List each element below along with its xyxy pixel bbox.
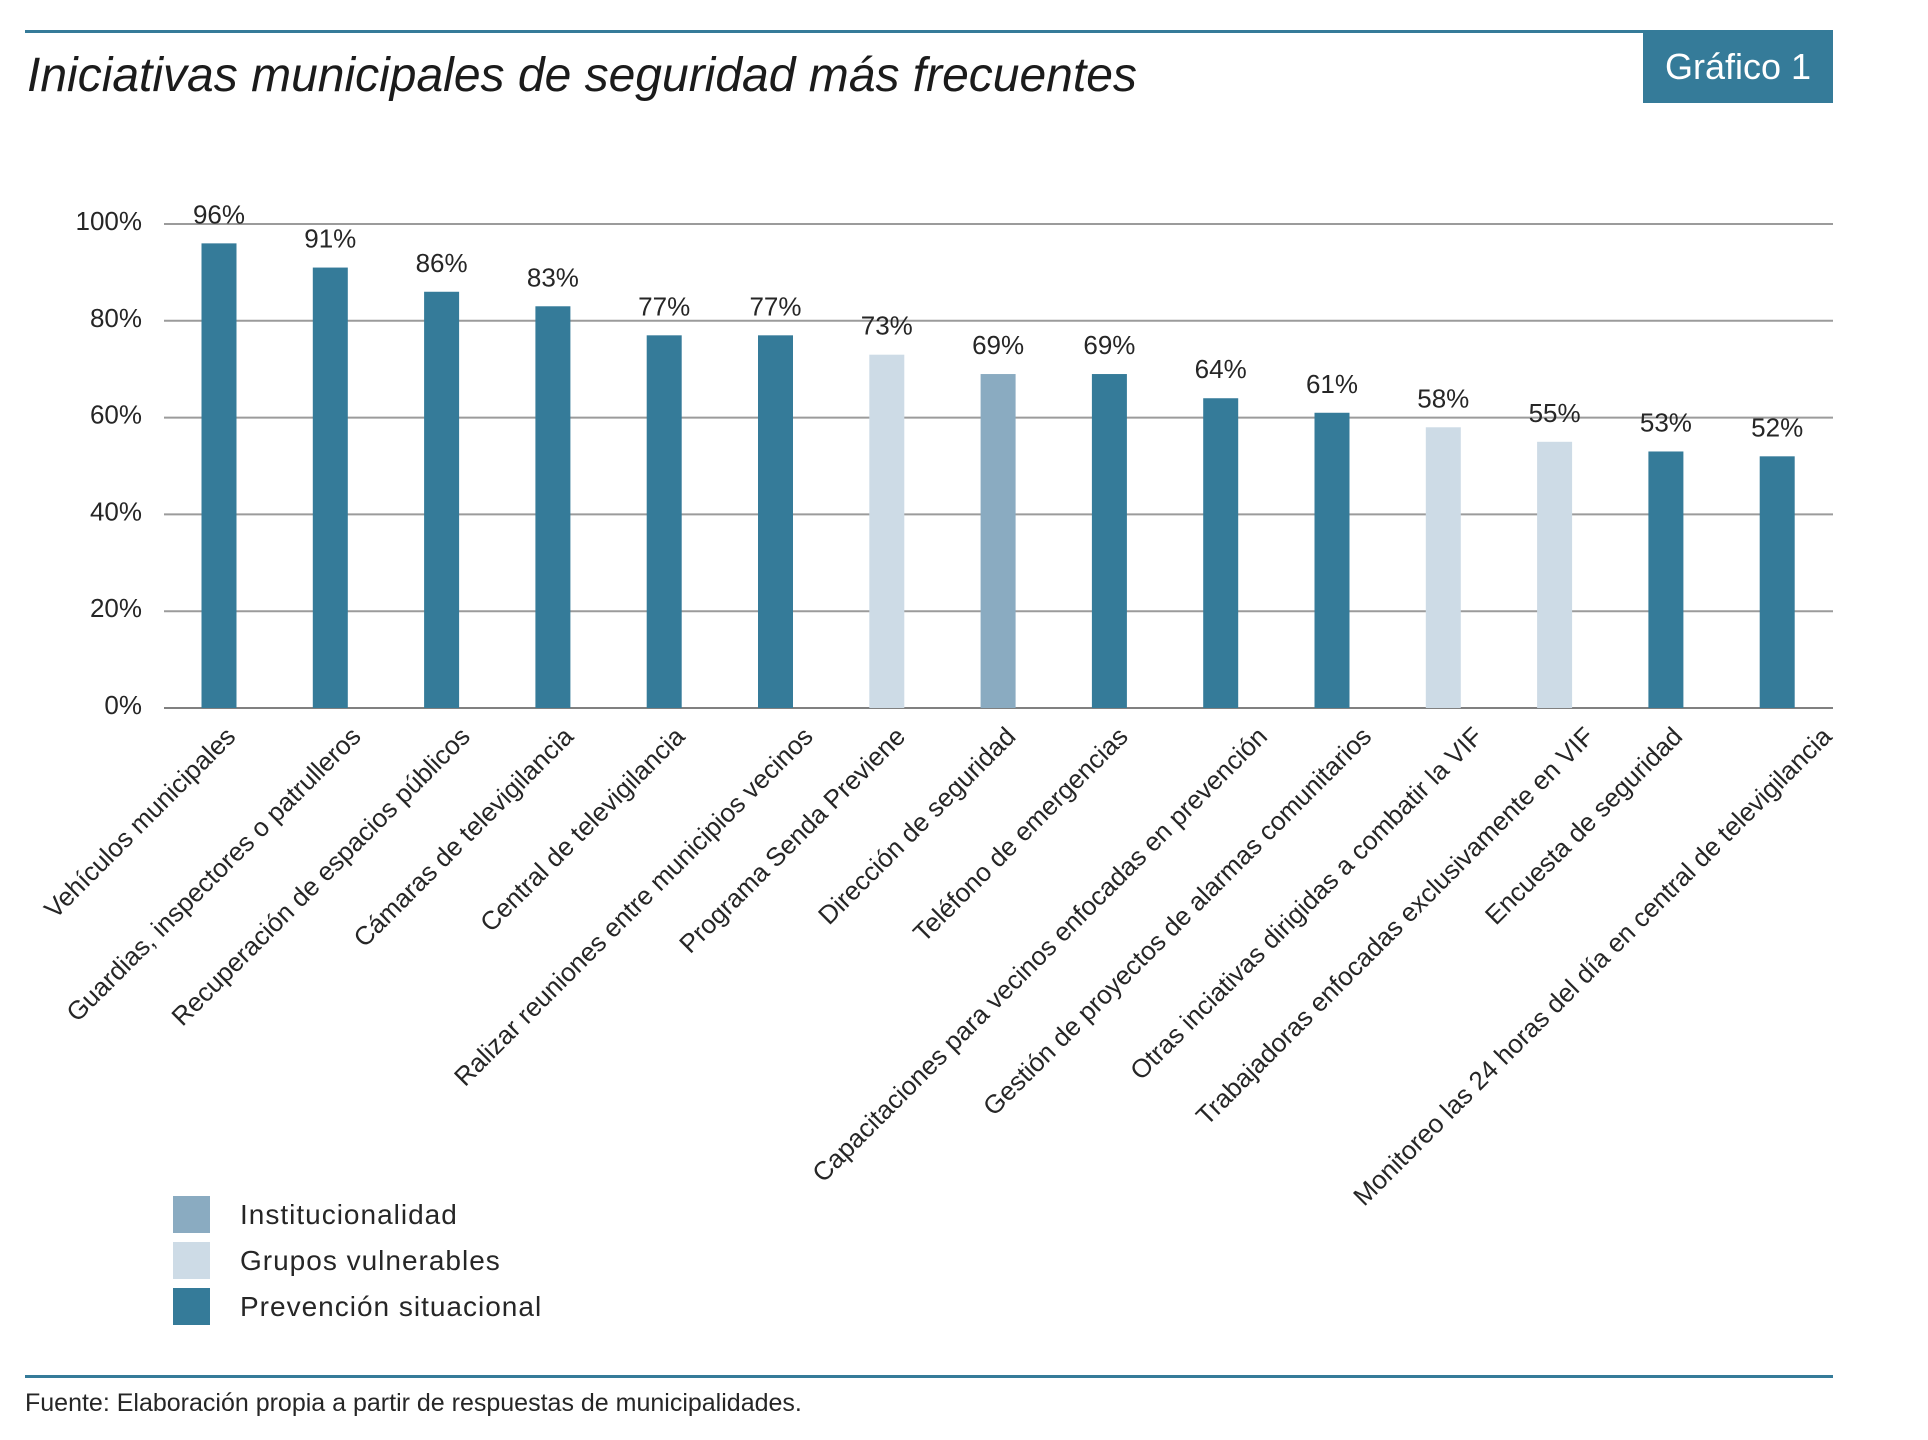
legend-label: Institucionalidad [240,1198,458,1230]
bar-11 [1314,412,1350,708]
bar-1 [201,243,237,709]
value-label-12: 58% [1417,383,1469,413]
value-label-7: 73% [861,311,913,341]
y-tick-label: 80% [90,303,142,333]
figure-number-badge: Gráfico 1 [1643,31,1833,103]
value-label-10: 64% [1195,354,1247,384]
bar-14 [1648,451,1684,708]
legend-label: Prevención situacional [240,1290,543,1322]
value-label-3: 86% [416,248,468,278]
value-label-4: 83% [527,262,579,292]
y-tick-label: 20% [90,593,142,623]
bar-9 [1091,374,1127,708]
chart-title: Iniciativas municipales de seguridad más… [27,49,1137,102]
bar-7 [869,354,905,708]
y-axis-labels: 0% 20% 40% 60% 80% 100% [76,206,143,720]
y-tick-label: 100% [76,206,143,236]
category-label-5: Central de televigilancia [474,721,691,938]
value-label-2: 91% [304,224,356,254]
bar-8 [980,374,1016,708]
bar-3 [424,291,460,708]
legend-item-grupos-vulnerables: Grupos vulnerables [173,1242,542,1279]
y-tick-label: 0% [104,690,142,720]
bars [201,243,1795,709]
bottom-rule [25,1375,1833,1378]
legend-label: Grupos vulnerables [240,1244,501,1276]
value-label-9: 69% [1083,330,1135,360]
legend-item-prevencion-situacional: Prevención situacional [173,1288,542,1325]
y-tick-label: 60% [90,400,142,430]
value-label-8: 69% [972,330,1024,360]
y-tick-label: 40% [90,496,142,526]
bar-5 [646,335,682,708]
bar-4 [535,306,571,708]
category-label-4: Cámaras de televigilancia [347,721,579,953]
bar-15 [1759,456,1795,708]
legend: Institucionalidad Grupos vulnerables Pre… [173,1196,542,1334]
value-label-6: 77% [749,291,801,321]
bar-2 [312,267,348,708]
category-label-11: Gestión de proyectos de alarmas comunita… [977,721,1377,1121]
value-label-13: 55% [1529,398,1581,428]
bar-6 [758,335,793,708]
source-note: Fuente: Elaboración propia a partir de r… [25,1389,802,1417]
value-label-15: 52% [1751,412,1803,442]
bar-13 [1537,441,1573,708]
legend-swatch [173,1288,210,1325]
category-label-8: Dirección de seguridad [812,721,1021,930]
bar-10 [1203,398,1239,708]
value-label-11: 61% [1306,369,1358,399]
category-label-13: Trabajadoras enfocadas exclusivamente en… [1190,721,1600,1131]
top-rule [25,30,1833,33]
value-label-14: 53% [1640,407,1692,437]
bar-12 [1425,427,1461,708]
legend-swatch [173,1196,210,1233]
legend-item-institucionalidad: Institucionalidad [173,1196,542,1233]
value-labels: 96% 91% 86% 83% 77% 77% 73% 69% 69% 64% 61% 58% 55% 5… [193,199,1803,442]
value-label-5: 77% [638,291,690,321]
legend-swatch [173,1242,210,1279]
value-label-1: 96% [193,199,245,229]
